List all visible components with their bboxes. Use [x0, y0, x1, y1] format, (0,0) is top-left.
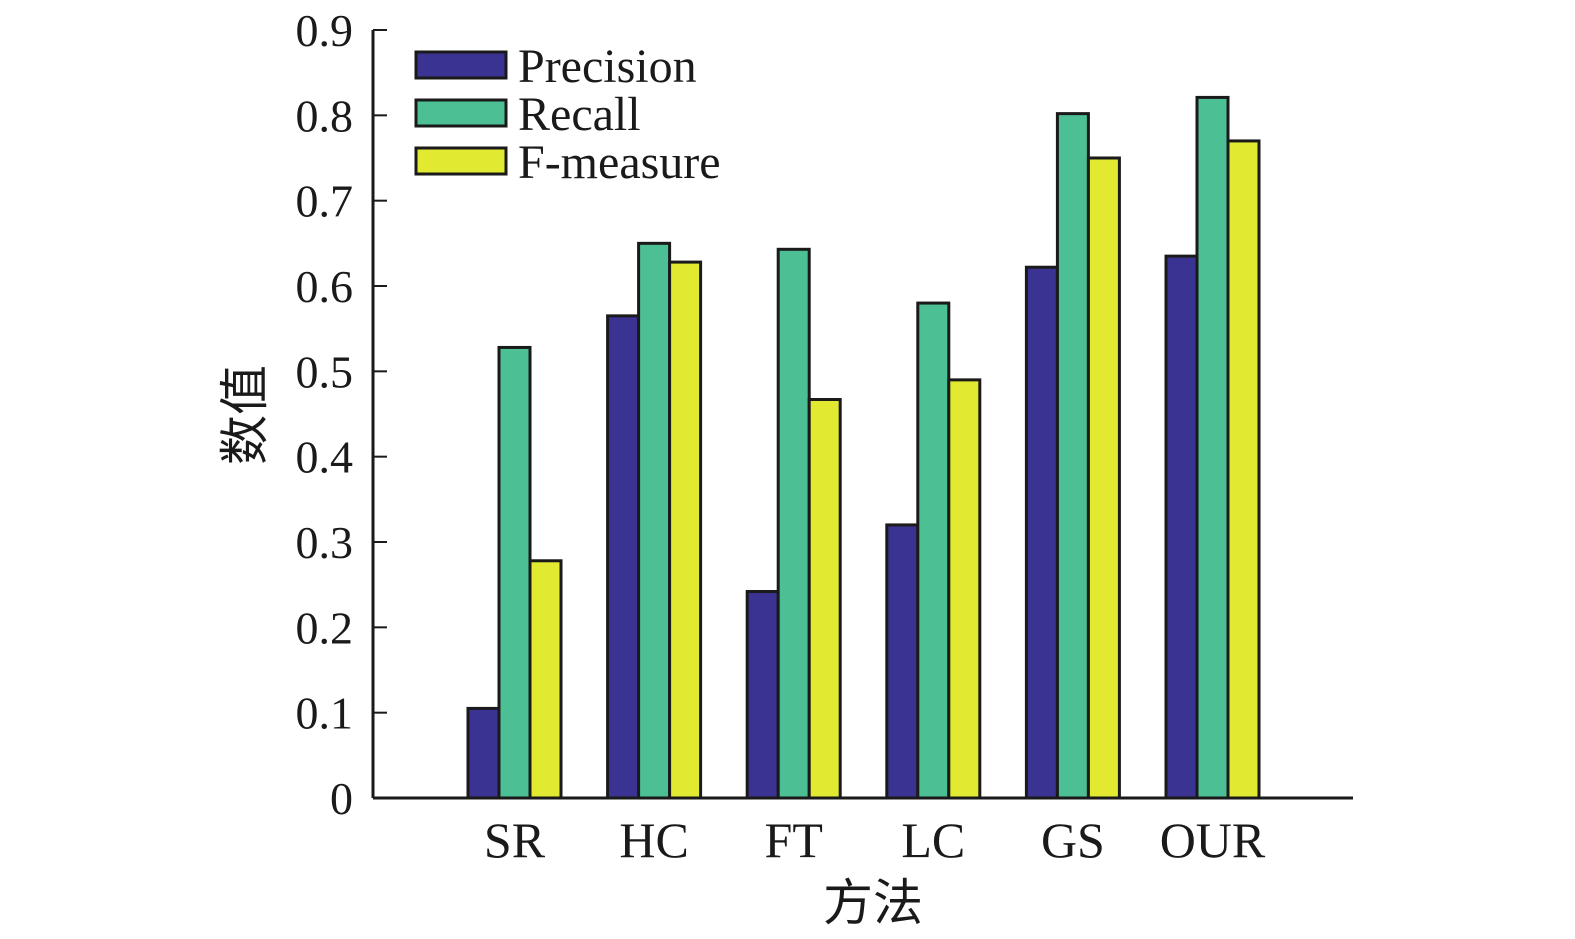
legend-swatch-recall: [414, 98, 508, 128]
legend-label-recall: Recall: [518, 88, 641, 141]
bar-f-measure-gs: [1086, 156, 1121, 800]
y-tick-label: 0.1: [296, 688, 354, 739]
y-tick-label: 0.7: [296, 176, 354, 227]
bars-group: [466, 95, 1261, 800]
y-ticks-group: 0 0.1 0.2 0.3 0.4 0.5 0.6 0.7 0.8 0.9: [296, 5, 387, 824]
y-tick-label: 0.8: [296, 90, 354, 141]
bar-precision-our: [1164, 254, 1199, 800]
y-tick-label: 0.3: [296, 517, 354, 568]
bar-recall-our: [1195, 95, 1230, 800]
x-labels-group: SR HC FT LC GS OUR: [484, 812, 1266, 868]
bar-precision-lc: [885, 523, 920, 800]
legend-label-f-measure: F-measure: [518, 136, 721, 189]
axes-group: [371, 30, 1353, 800]
bar-f-measure-ft: [807, 397, 842, 800]
y-tick-label: 0.5: [296, 346, 354, 397]
x-tick-label-lc: LC: [901, 812, 965, 868]
bar-precision-ft: [745, 589, 780, 800]
y-tick-label: 0.6: [296, 261, 354, 312]
bar-recall-ft: [776, 247, 811, 800]
bar-recall-lc: [916, 301, 951, 800]
y-tick-label: 0.9: [296, 5, 354, 56]
y-tick-label: 0.4: [296, 432, 354, 483]
bar-precision-hc: [606, 314, 641, 800]
legend-label-precision: Precision: [518, 40, 697, 93]
x-tick-label-ft: FT: [765, 812, 823, 868]
bar-f-measure-our: [1226, 139, 1261, 800]
x-tick-label-hc: HC: [619, 812, 688, 868]
x-axis-title: 方法: [823, 875, 923, 931]
bar-f-measure-hc: [668, 260, 703, 800]
bar-f-measure-sr: [528, 559, 563, 800]
y-tick-label: 0.2: [296, 602, 354, 653]
x-tick-label-sr: SR: [484, 812, 546, 868]
legend-swatch-f-measure: [414, 146, 508, 176]
bar-f-measure-lc: [947, 378, 982, 800]
legend-swatch-precision: [414, 50, 508, 80]
bar-recall-sr: [497, 345, 532, 800]
x-tick-label-our: OUR: [1160, 812, 1266, 868]
y-tick-label: 0: [330, 773, 353, 824]
bar-recall-gs: [1055, 112, 1090, 800]
y-axis-title: 数值: [217, 365, 273, 465]
bar-precision-sr: [466, 706, 501, 800]
bar-recall-hc: [637, 241, 672, 800]
bar-precision-gs: [1024, 265, 1059, 800]
x-tick-label-gs: GS: [1041, 812, 1105, 868]
